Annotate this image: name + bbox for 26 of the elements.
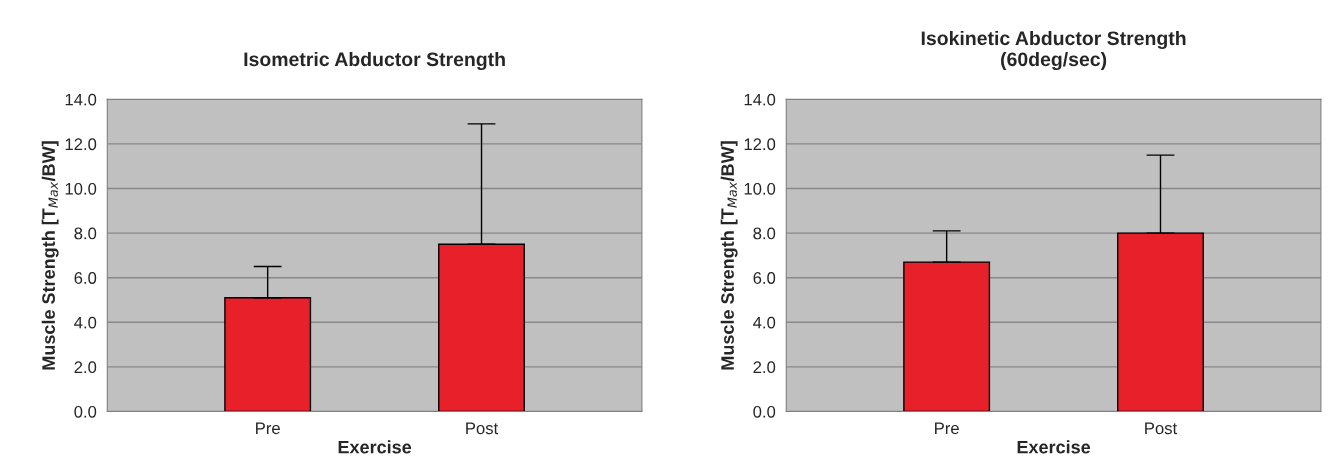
chart-title: Isokinetic Abductor Strength (60deg/sec) xyxy=(921,30,1186,71)
y-tick-label: 4.0 xyxy=(753,316,776,329)
y-axis-title: Muscle Strength [T$_{Max}$/BW] xyxy=(41,141,59,370)
x-tick-label: Pre xyxy=(256,422,280,435)
y-tick-label: 2.0 xyxy=(74,361,97,374)
y-tick-label: 10.0 xyxy=(744,182,776,195)
y-tick-label: 6.0 xyxy=(74,272,97,284)
x-tick-label: Pre xyxy=(935,422,959,435)
x-axis-title: Exercise xyxy=(1017,440,1091,454)
x-tick-label: Post xyxy=(1145,422,1178,435)
y-tick-label: 10.0 xyxy=(65,182,97,195)
y-tick-label: 2.0 xyxy=(753,361,776,374)
y-tick-label: 14.0 xyxy=(65,93,97,106)
y-tick-label: 8.0 xyxy=(753,227,776,240)
y-tick-label: 6.0 xyxy=(753,272,776,284)
y-tick-label: 12.0 xyxy=(744,138,776,151)
chart-title: Isometric Abductor Strength xyxy=(244,51,505,71)
y-axis-title: Muscle Strength [T$_{Max}$/BW] xyxy=(720,141,738,370)
y-tick-label: 0.0 xyxy=(753,405,776,418)
x-tick-label: Post xyxy=(466,422,499,435)
y-tick-label: 8.0 xyxy=(74,227,97,240)
y-tick-label: 14.0 xyxy=(744,93,776,106)
y-tick-label: 12.0 xyxy=(65,138,97,151)
y-tick-label: 4.0 xyxy=(74,316,97,329)
y-tick-label: 0.0 xyxy=(74,405,97,418)
x-axis-title: Exercise xyxy=(338,440,412,454)
